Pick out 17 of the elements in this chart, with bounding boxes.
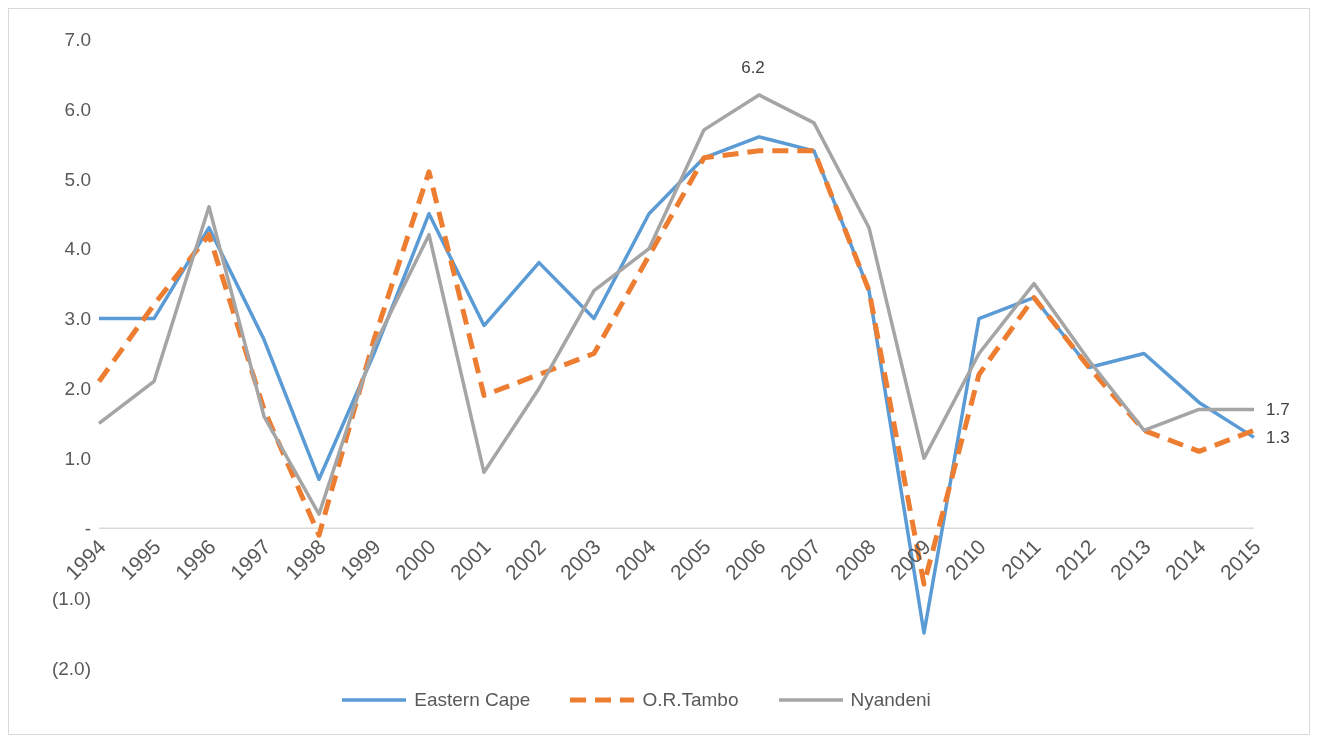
legend-label: O.R.Tambo bbox=[642, 689, 739, 711]
y-tick-label: 1.0 bbox=[64, 448, 91, 470]
legend-label: Eastern Cape bbox=[414, 689, 531, 711]
data-label: 1.3 bbox=[1266, 428, 1290, 448]
y-tick-label: 5.0 bbox=[64, 168, 91, 190]
data-label: 6.2 bbox=[741, 57, 765, 77]
y-tick-label: 4.0 bbox=[64, 238, 91, 260]
y-tick-label: (2.0) bbox=[51, 657, 91, 679]
legend-label: Nyandeni bbox=[850, 689, 931, 711]
y-tick-label: 2.0 bbox=[64, 378, 91, 400]
y-tick-label: - bbox=[84, 517, 91, 539]
y-tick-label: 7.0 bbox=[64, 28, 91, 50]
line-series bbox=[97, 93, 1256, 516]
data-label: 1.7 bbox=[1266, 400, 1290, 420]
y-tick-label: (1.0) bbox=[51, 587, 91, 609]
y-tick-label: 3.0 bbox=[64, 308, 91, 330]
y-tick-label: 6.0 bbox=[64, 98, 91, 120]
